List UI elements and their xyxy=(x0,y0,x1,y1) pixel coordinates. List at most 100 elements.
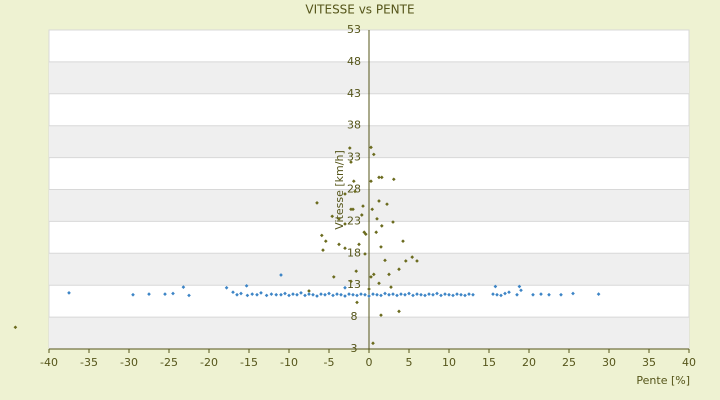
data-point xyxy=(415,292,419,296)
data-point xyxy=(291,292,295,296)
data-point xyxy=(239,291,243,296)
data-point xyxy=(357,242,361,247)
data-point xyxy=(371,272,376,277)
data-point xyxy=(279,273,283,277)
chart-title: VITESSE vs PENTE xyxy=(305,3,414,17)
x-tick-label: -25 xyxy=(160,356,178,369)
data-point xyxy=(463,293,467,298)
data-point xyxy=(495,292,499,297)
data-point xyxy=(279,292,283,297)
data-point xyxy=(367,287,371,291)
data-point xyxy=(327,291,331,296)
data-point xyxy=(467,292,471,296)
data-point xyxy=(343,222,347,226)
data-point xyxy=(374,230,379,235)
y-tick-label: 38 xyxy=(347,119,361,132)
data-point xyxy=(335,292,339,296)
data-point xyxy=(515,292,519,297)
data-point xyxy=(323,239,328,244)
y-tick-label: 28 xyxy=(347,183,361,196)
data-point xyxy=(517,284,522,289)
data-point xyxy=(403,259,408,263)
data-point xyxy=(391,220,395,224)
x-tick-label: -5 xyxy=(324,356,335,369)
data-point xyxy=(343,294,347,298)
data-point xyxy=(379,175,384,180)
y-tick-label: 43 xyxy=(347,87,361,100)
data-point xyxy=(337,242,341,247)
data-point xyxy=(471,292,475,297)
data-point xyxy=(224,285,229,290)
data-point xyxy=(539,292,543,296)
data-point xyxy=(244,283,249,288)
data-point xyxy=(363,292,367,297)
data-point xyxy=(343,246,347,251)
data-point xyxy=(369,179,373,184)
data-point xyxy=(547,292,551,297)
data-point xyxy=(571,291,575,296)
data-point xyxy=(559,292,563,297)
x-tick-label: -30 xyxy=(120,356,138,369)
x-tick-label: 30 xyxy=(602,356,616,369)
data-point xyxy=(455,292,459,296)
data-point xyxy=(315,294,319,298)
data-point xyxy=(287,293,291,298)
data-point xyxy=(431,292,435,297)
data-point xyxy=(13,325,18,330)
data-point xyxy=(385,202,389,207)
data-point xyxy=(403,292,407,297)
data-point xyxy=(427,292,431,296)
x-tick-label: 35 xyxy=(642,356,656,369)
data-point xyxy=(389,285,393,289)
data-point xyxy=(245,293,250,298)
data-point xyxy=(337,217,341,221)
data-point xyxy=(379,313,383,318)
data-point xyxy=(377,199,381,203)
data-point xyxy=(303,293,307,298)
data-point xyxy=(407,291,411,296)
data-point xyxy=(187,293,191,298)
data-point xyxy=(315,201,319,205)
data-point xyxy=(359,292,363,296)
data-point xyxy=(391,292,395,296)
data-point xyxy=(307,289,311,293)
data-point xyxy=(411,293,415,298)
data-point xyxy=(493,284,498,289)
data-point xyxy=(397,309,401,314)
data-point xyxy=(359,213,364,217)
data-point xyxy=(351,179,356,184)
data-point xyxy=(435,291,439,296)
data-point xyxy=(499,293,503,298)
data-point xyxy=(369,275,373,279)
data-point xyxy=(377,281,381,286)
data-point xyxy=(415,259,419,263)
data-point xyxy=(331,275,336,279)
x-tick-label: 40 xyxy=(682,356,696,369)
x-tick-label: -35 xyxy=(80,356,98,369)
data-point xyxy=(375,292,379,297)
data-point xyxy=(399,292,403,296)
data-point xyxy=(319,233,324,238)
data-point xyxy=(231,290,235,295)
data-point xyxy=(443,292,447,296)
y-tick-label: 8 xyxy=(351,310,358,323)
x-tick-label: -40 xyxy=(40,356,58,369)
data-point xyxy=(419,292,423,297)
data-point xyxy=(363,252,367,256)
data-point xyxy=(395,293,399,298)
data-point xyxy=(235,292,239,297)
x-tick-label: 10 xyxy=(442,356,456,369)
y-tick-label: 13 xyxy=(347,278,361,291)
data-point xyxy=(319,292,323,296)
data-point xyxy=(397,267,401,272)
data-point xyxy=(387,272,391,277)
data-point xyxy=(311,292,315,297)
x-axis-label: Pente [%] xyxy=(636,374,690,387)
data-point xyxy=(250,292,255,296)
data-point xyxy=(375,217,379,221)
data-point xyxy=(439,293,443,298)
data-point xyxy=(171,291,175,296)
data-point xyxy=(181,285,186,289)
